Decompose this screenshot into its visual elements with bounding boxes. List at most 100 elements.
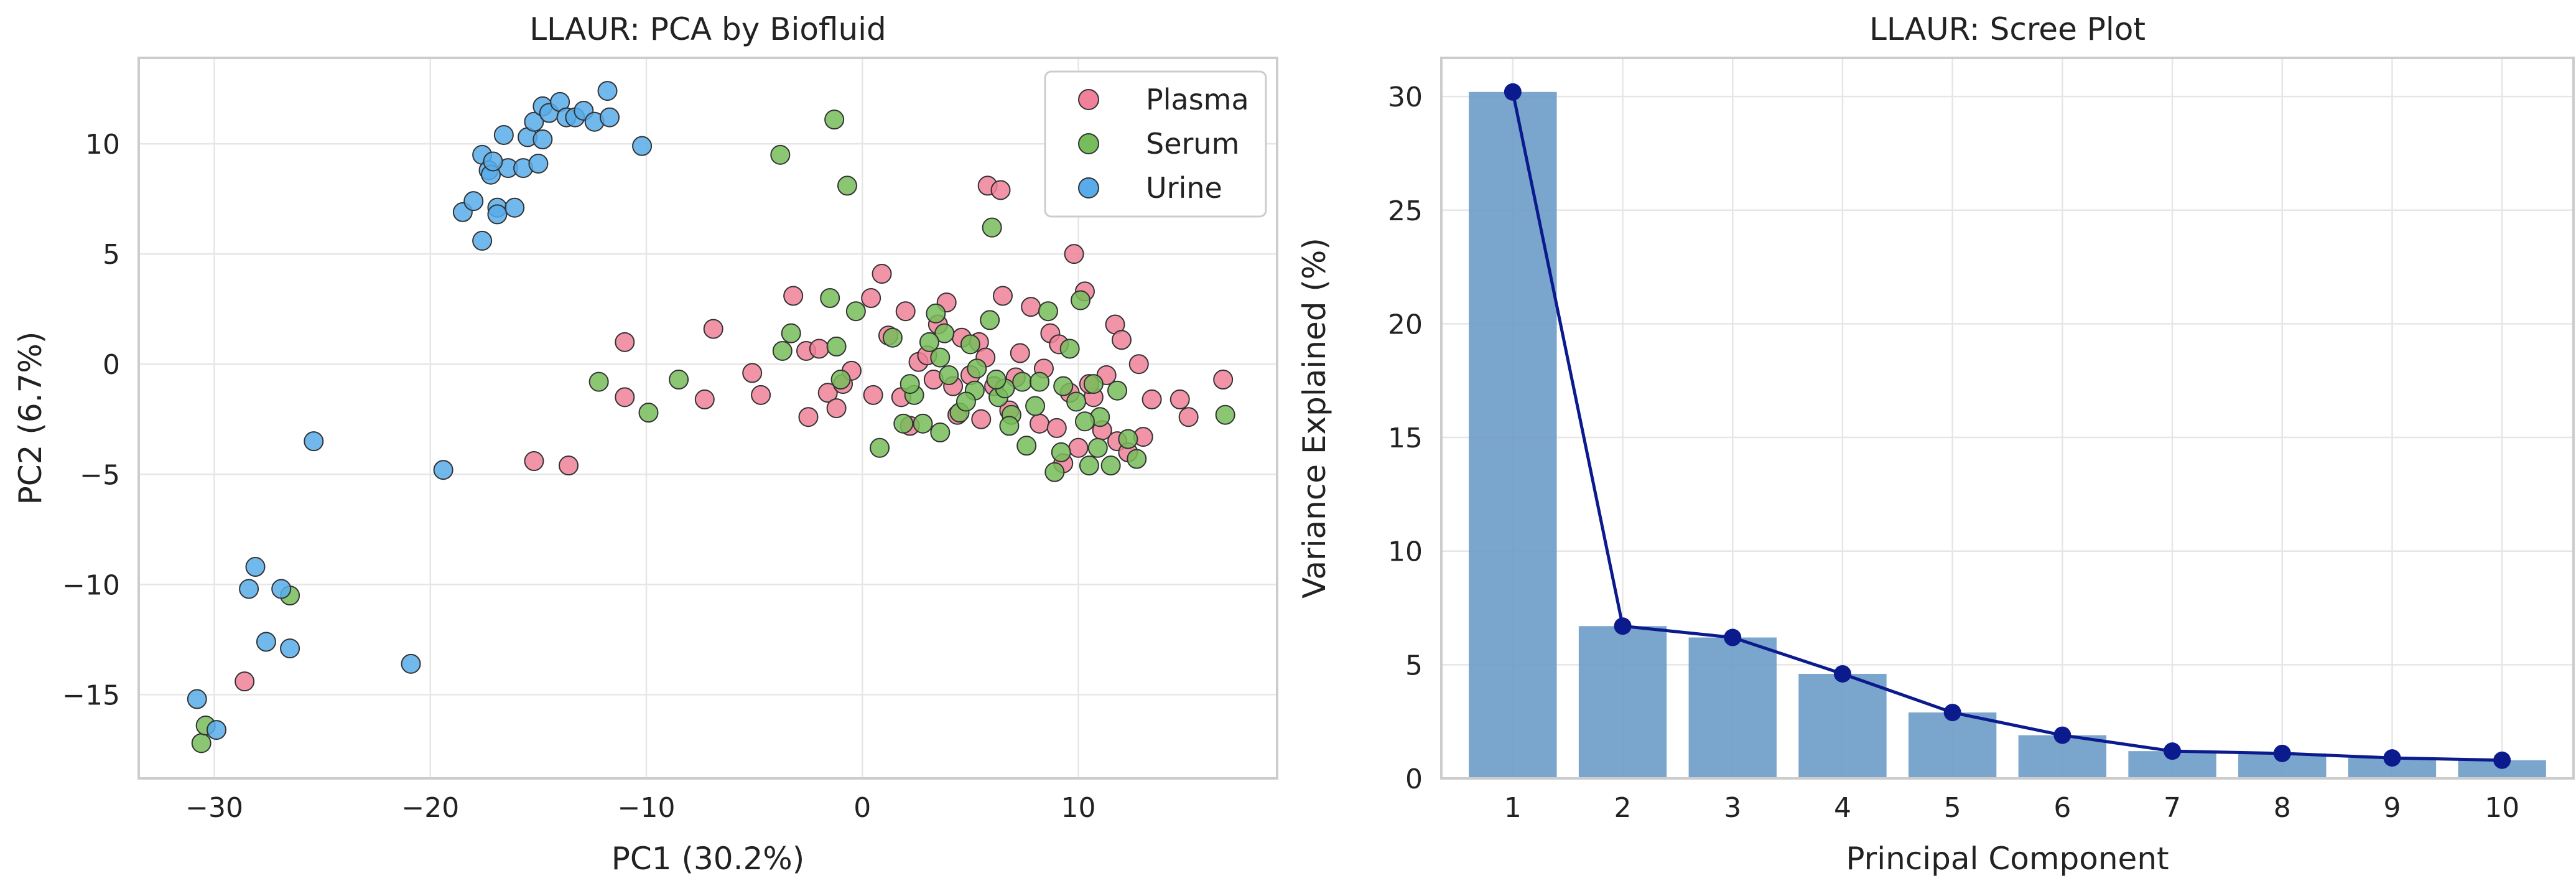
pca-x-tick-label: −30 [185,792,243,824]
scree-x-tick-label: 10 [2485,792,2519,824]
point-plasma [1169,389,1190,409]
scree-y-tick-label: 30 [1388,82,1423,113]
point-plasma [559,455,579,476]
point-serum [893,413,914,434]
point-serum [1030,371,1050,392]
scree-bar-pc2 [1578,626,1667,778]
point-plasma [751,385,771,405]
point-serum [960,334,980,355]
scree-bar-pc1 [1469,91,1557,779]
pca-y-tick-labels: −15 −10 −5 0 5 10 [62,129,120,711]
point-urine [493,124,514,145]
scree-y-tick-label: 0 [1405,763,1423,795]
point-plasma [742,363,763,383]
pca-x-axis-label: PC1 (30.2%) [611,841,805,877]
point-plasma [861,288,881,308]
point-urine [600,107,620,128]
point-urine [472,230,493,251]
point-urine [245,557,266,577]
scree-line-marker [1614,617,1632,635]
point-urine [256,632,276,652]
scree-y-tick-label: 10 [1388,536,1423,568]
point-serum [999,416,1020,436]
point-serum [1016,436,1037,456]
scree-bar-pc3 [1688,637,1777,778]
scree-bars [1469,91,2546,779]
point-plasma [1064,244,1084,264]
pca-y-tick-label: 10 [85,129,120,161]
point-serum [1025,396,1046,416]
point-plasma [615,332,635,352]
point-serum [1100,455,1121,476]
point-serum [1051,442,1071,462]
point-plasma [694,389,715,409]
pca-scatter-chart: LLAUR: PCA by Biofluid −30 −20 −10 0 10 −15−… [12,11,1278,877]
pca-y-tick-label: −10 [62,569,120,601]
point-plasma [817,383,838,403]
scree-line-marker [1833,665,1851,683]
point-serum [772,340,793,361]
point-serum [986,370,1007,390]
point-plasma [990,180,1011,200]
point-serum [1059,338,1080,359]
point-plasma [703,319,723,339]
point-urine [487,204,508,225]
point-plasma [1142,389,1162,409]
point-serum [1044,462,1065,482]
point-serum [982,217,1002,238]
scree-line-marker [2383,749,2401,767]
pca-x-tick-label: 0 [853,792,871,824]
point-plasma [615,387,635,408]
point-serum [820,288,840,308]
point-plasma [1213,370,1234,390]
scree-bar-pc4 [1798,673,1887,778]
scree-x-tick-label: 9 [2383,792,2401,824]
point-serum [191,733,212,754]
point-serum [824,110,845,130]
pca-y-tick-label: 5 [103,239,120,271]
point-serum [980,310,1000,330]
scree-x-tick-label: 3 [1724,792,1741,824]
point-serum [669,370,689,390]
legend-label-plasma: Plasma [1146,83,1249,116]
point-serum [1071,290,1091,310]
legend-box [1044,70,1267,218]
scree-line-marker [1504,83,1522,101]
point-serum [1118,429,1138,449]
scree-x-tick-label: 2 [1614,792,1632,824]
pca-x-tick-label: −20 [401,792,459,824]
scree-line-marker [2273,744,2291,762]
scree-x-tick-label: 1 [1504,792,1522,824]
scree-x-axis-label: Principal Component [1846,841,2169,877]
pca-x-tick-labels: −30 −20 −10 0 10 [185,792,1095,824]
point-serum [930,422,951,443]
point-urine [207,720,227,740]
point-serum [845,301,866,322]
point-plasma [524,451,544,472]
point-serum [638,403,659,423]
scree-line-marker [2053,726,2071,744]
point-plasma [235,671,255,692]
scree-plot-frame [1440,57,2575,780]
scree-x-tick-labels: 1 2 3 4 5 6 7 8 9 10 [1504,792,2519,824]
point-serum [837,175,857,196]
scree-chart-title: LLAUR: Scree Plot [1869,11,2146,47]
point-serum [913,413,933,434]
point-plasma [1030,413,1050,434]
scree-x-tick-label: 6 [2053,792,2071,824]
pca-chart-title: LLAUR: PCA by Biofluid [529,11,886,47]
point-urine [597,81,618,101]
point-urine [433,460,453,480]
legend-marker-urine [1078,177,1099,198]
point-plasma [809,338,829,359]
scree-x-tick-label: 4 [1834,792,1851,824]
scree-y-tick-label: 25 [1388,195,1423,227]
point-serum [1038,301,1058,322]
scree-y-tick-label: 20 [1388,309,1423,340]
scree-line-marker [2164,742,2182,760]
scree-line-marker [1943,704,1961,722]
point-urine [280,638,300,659]
legend-marker-serum [1078,133,1099,154]
point-serum [1127,449,1147,469]
